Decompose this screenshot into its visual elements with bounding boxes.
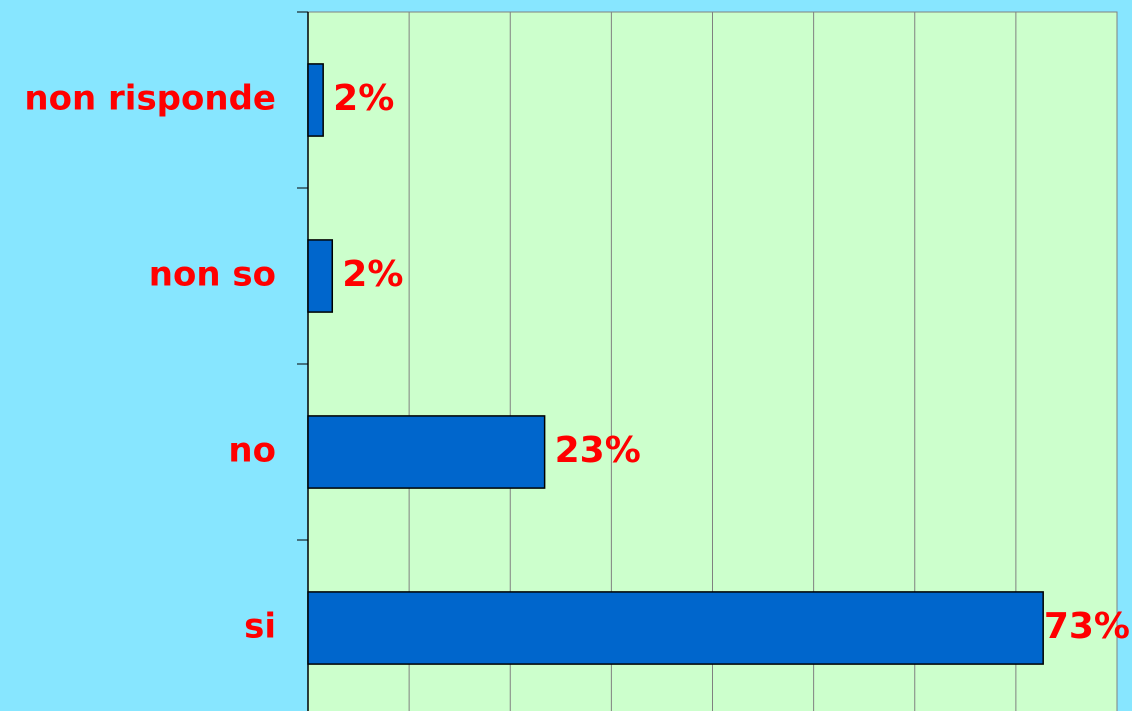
value-label: 2%: [333, 78, 394, 119]
bar: [307, 63, 324, 137]
value-label: 23%: [555, 430, 641, 471]
value-label: 73%: [1044, 606, 1130, 647]
value-label: 2%: [342, 254, 403, 295]
category-label: non risponde: [24, 79, 276, 119]
bar: [307, 591, 1044, 665]
category-label: no: [228, 431, 276, 471]
bar: [307, 415, 546, 489]
category-label: si: [244, 607, 276, 647]
category-label: non so: [149, 255, 276, 295]
bar: [307, 239, 334, 313]
